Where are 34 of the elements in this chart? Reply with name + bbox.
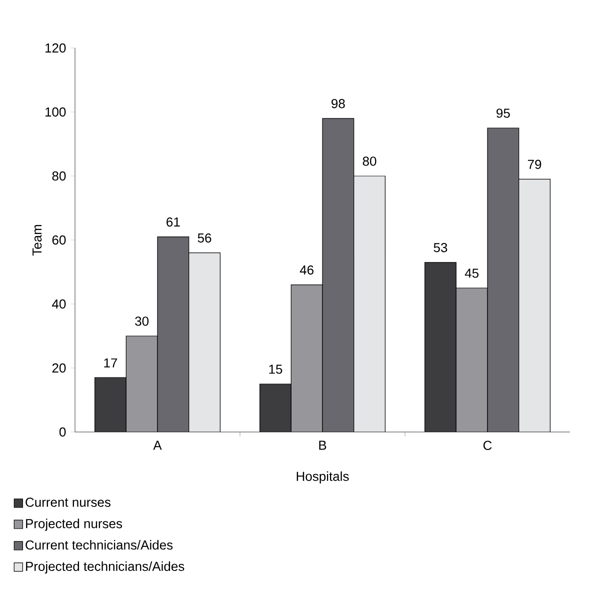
legend-label: Current nurses [26,498,110,507]
data-label: 79 [528,160,542,169]
legend-label: Current technicians/Aides [26,540,173,550]
bar [188,252,220,432]
x-tick-label: B [319,440,326,450]
y-tick-label: 100 [45,107,66,117]
y-tick-label: 60 [52,235,66,245]
x-tick-label: C [483,440,492,450]
bar [354,176,386,432]
x-axis-title: Hospitals [296,471,349,484]
y-tick-label: 120 [45,43,66,53]
bar [157,236,189,432]
data-label: 56 [198,233,212,243]
legend-label: Projected nurses [26,518,122,531]
data-label: 53 [434,242,448,252]
data-label: 61 [166,217,180,227]
y-tick-label: 80 [52,171,66,181]
legend-label: Projected technicians/Aides [26,561,184,574]
data-label: 17 [104,358,118,368]
data-label: 45 [464,268,478,278]
data-label: 95 [496,108,510,118]
data-label: 15 [269,364,282,374]
bar [487,128,520,432]
bar [518,178,550,432]
data-label: 30 [135,316,149,326]
y-axis-title: Team [32,224,42,256]
y-tick-label: 0 [59,427,66,437]
data-label: 46 [300,265,314,275]
y-tick-label: 40 [52,299,66,309]
x-tick-label: A [153,440,162,450]
y-tick-label: 20 [52,363,66,373]
data-label: 98 [332,98,345,108]
data-label: 80 [362,156,376,166]
bar [322,118,354,432]
